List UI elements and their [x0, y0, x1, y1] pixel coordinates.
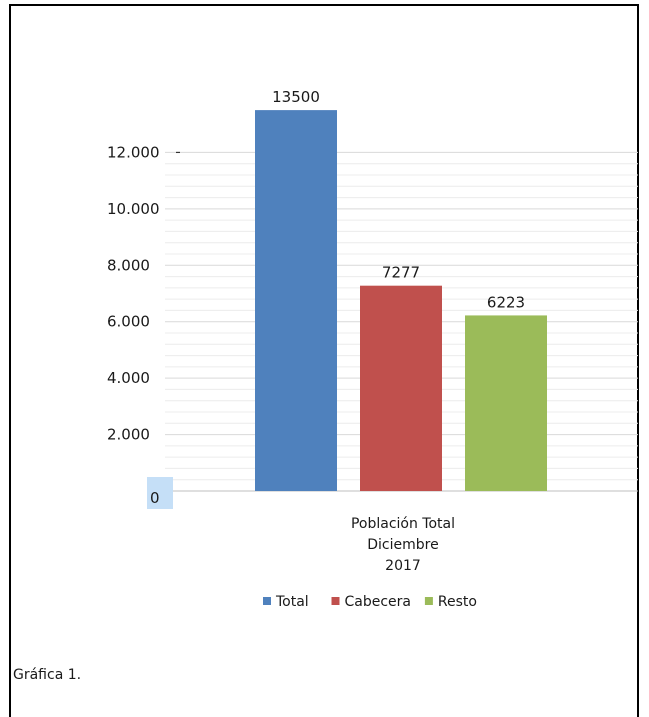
figure-caption: Gráfica 1. — [13, 667, 82, 683]
zero-tick-highlight — [147, 477, 173, 509]
y-tick-label: 4.000 — [107, 369, 150, 387]
data-labels: 13500 7277 6223 — [272, 88, 525, 311]
legend-label: Total — [275, 594, 309, 610]
data-label: 13500 — [272, 88, 320, 106]
y-tick-label: 2.000 — [107, 426, 150, 444]
bar-cabecera — [360, 285, 442, 491]
category-labels: Población Total Diciembre 2017 — [351, 516, 455, 574]
y-tick-label: 8.000 — [107, 256, 150, 274]
legend-swatch — [263, 597, 271, 605]
y-tick-label: 0 — [150, 489, 160, 507]
y-tick-label: 6.000 — [107, 313, 150, 331]
legend-label: Cabecera — [345, 594, 412, 610]
data-label: 7277 — [382, 264, 420, 282]
y-axis-ticks: 0 2.000 4.000 6.000 8.000 10.000 12.000 — [107, 143, 180, 507]
y-tick-label: 12.000 — [107, 143, 160, 161]
legend: Total Cabecera Resto — [263, 594, 477, 610]
category-label: Diciembre — [367, 537, 438, 553]
bar-resto — [465, 315, 547, 491]
bar-total — [255, 110, 337, 491]
category-label: Población Total — [351, 516, 455, 532]
legend-label: Resto — [438, 594, 477, 610]
data-label: 6223 — [487, 293, 525, 311]
category-label: 2017 — [385, 558, 421, 574]
legend-swatch — [424, 597, 433, 605]
legend-swatch — [331, 597, 340, 605]
bars — [255, 110, 547, 491]
y-tick-label: 10.000 — [107, 200, 160, 218]
chart-frame — [9, 4, 639, 717]
